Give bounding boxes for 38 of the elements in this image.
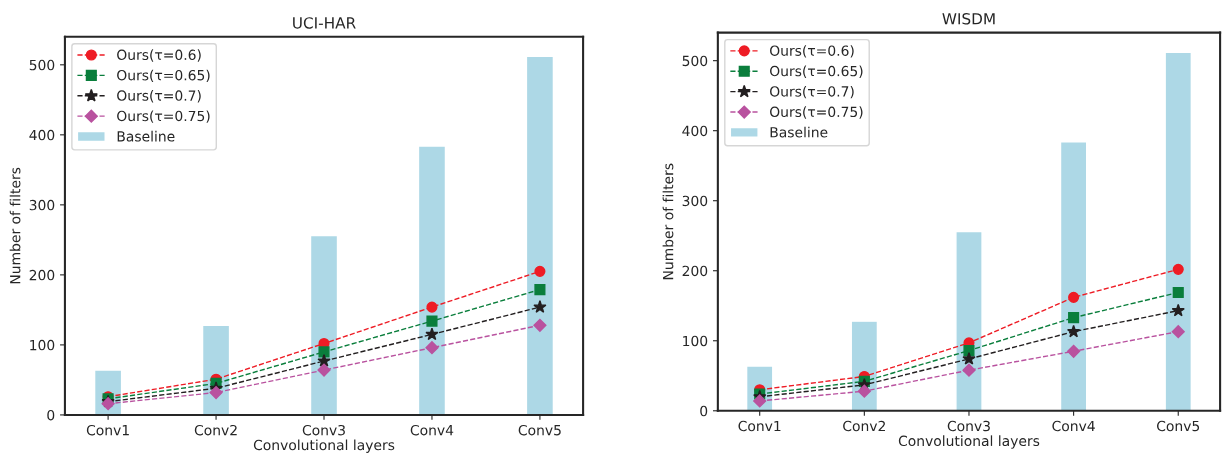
x-axis-title: Convolutional layers xyxy=(253,439,395,453)
x-tick-label: Conv2 xyxy=(843,420,885,432)
y-tick-label: 200 xyxy=(29,269,55,281)
legend-label: Ours(τ=0.7) xyxy=(117,90,201,103)
y-tick-label: 300 xyxy=(29,199,55,211)
legend-label: Baseline xyxy=(770,126,828,138)
x-tick-label: Conv1 xyxy=(738,420,781,432)
y-tick-label: 400 xyxy=(682,125,708,137)
y-tick-label: 0 xyxy=(700,405,708,417)
y-tick-label: 100 xyxy=(30,339,55,351)
y-axis-title: Number of filters xyxy=(662,163,674,280)
y-tick-label: 0 xyxy=(47,409,55,421)
legend-label: Ours(τ=0.6) xyxy=(770,45,854,58)
y-tick-label: 300 xyxy=(682,195,708,207)
legend-label: Ours(τ=0.75) xyxy=(117,110,210,123)
y-tick-label: 500 xyxy=(682,55,708,67)
chart-title: WISDM xyxy=(942,12,995,25)
x-tick-label: Conv2 xyxy=(194,424,237,436)
x-tick-label: Conv5 xyxy=(1157,420,1200,432)
y-tick-label: 500 xyxy=(29,59,55,71)
legend-label: Ours(τ=0.65) xyxy=(117,69,210,83)
x-tick-label: Conv5 xyxy=(518,424,561,436)
x-tick-label: Conv3 xyxy=(947,420,990,432)
x-tick-label: Conv4 xyxy=(1052,420,1095,432)
legend-label: Ours(τ=0.75) xyxy=(770,106,863,119)
legend-label: Ours(τ=0.7) xyxy=(770,85,854,99)
x-axis-title: Convolutional layers xyxy=(898,435,1040,449)
x-tick-label: Conv4 xyxy=(410,424,454,436)
legend-label: Baseline xyxy=(117,130,175,142)
y-tick-label: 200 xyxy=(682,265,708,277)
chart-title: UCI-HAR xyxy=(293,17,356,29)
x-tick-label: Conv1 xyxy=(86,424,129,436)
y-axis-title: Number of filters xyxy=(9,167,21,284)
legend-label: Ours(τ=0.6) xyxy=(117,49,201,62)
y-tick-label: 100 xyxy=(683,335,708,347)
legend-label: Ours(τ=0.65) xyxy=(770,65,863,78)
y-tick-label: 400 xyxy=(29,129,55,141)
x-tick-label: Conv3 xyxy=(302,424,345,436)
